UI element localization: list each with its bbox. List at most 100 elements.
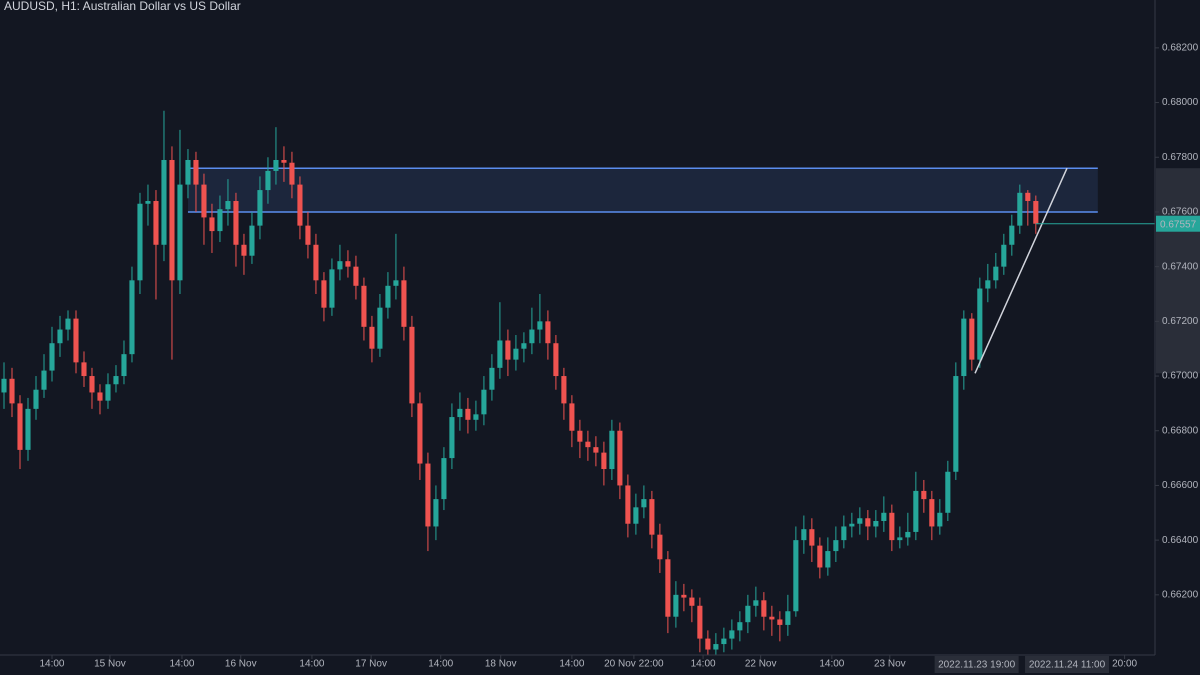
candle-body xyxy=(649,499,655,535)
x-tick-label: 14:00 xyxy=(299,659,324,670)
candle-body xyxy=(185,159,191,185)
candle-body xyxy=(209,217,215,232)
x-tick-label: 14:00 xyxy=(39,659,64,670)
candle-body xyxy=(353,266,359,286)
x-tick-label: 20 Nov 22:00 xyxy=(604,659,664,670)
candle-body xyxy=(337,261,343,270)
candle-body xyxy=(425,463,431,527)
candle-body xyxy=(937,512,943,527)
candle-body xyxy=(9,378,15,404)
candle-body xyxy=(921,490,927,500)
x-tick-label: 14:00 xyxy=(819,659,844,670)
candle-body xyxy=(577,430,583,442)
candle-body xyxy=(137,203,143,281)
candle-body xyxy=(713,644,719,650)
y-tick-label: 0.66400 xyxy=(1162,535,1199,546)
candle-body xyxy=(601,452,607,470)
candle-body xyxy=(329,269,335,308)
candle-body xyxy=(25,408,31,450)
candle-body xyxy=(241,244,247,256)
x-tick-label: 20:00 xyxy=(1112,659,1137,670)
candle-body xyxy=(745,605,751,623)
candle-body xyxy=(169,159,175,281)
candle-body xyxy=(689,597,695,606)
candle-body xyxy=(97,392,103,401)
candle-body xyxy=(49,343,55,371)
y-tick-label: 0.68000 xyxy=(1162,97,1199,108)
candle-body xyxy=(593,447,599,453)
candle-body xyxy=(193,159,199,185)
candle-body xyxy=(249,225,255,256)
candle-body xyxy=(153,201,159,245)
candle-body xyxy=(561,376,567,404)
candle-body xyxy=(1009,225,1015,245)
candle-body xyxy=(705,638,711,650)
candle-body xyxy=(1033,201,1039,224)
candle-body xyxy=(833,540,839,552)
candle-body xyxy=(985,280,991,289)
candle-body xyxy=(417,403,423,464)
x-tick-label: 23 Nov xyxy=(874,659,906,670)
candle-body xyxy=(537,321,543,330)
price-range-highlight xyxy=(1156,168,1200,374)
x-marker-box xyxy=(1025,656,1110,673)
last-price-box xyxy=(1156,215,1200,232)
candle-body xyxy=(385,285,391,308)
x-tick-label: 15 Nov xyxy=(94,659,126,670)
candle-body xyxy=(585,441,591,448)
y-tick-label: 0.67800 xyxy=(1162,152,1199,163)
candle-body xyxy=(513,348,519,360)
candle-body xyxy=(441,458,447,500)
chart-title: AUDUSD, H1: Australian Dollar vs US Doll… xyxy=(4,0,241,13)
candle-body xyxy=(841,526,847,541)
y-tick-label: 0.67400 xyxy=(1162,261,1199,272)
candle-body xyxy=(521,343,527,349)
x-marker-box xyxy=(934,656,1019,673)
candle-body xyxy=(65,318,71,330)
candle-body xyxy=(121,354,127,377)
candle-body xyxy=(233,201,239,245)
candle-body xyxy=(809,529,815,546)
candle-body xyxy=(409,326,415,404)
candle-body xyxy=(849,523,855,527)
candle-body xyxy=(913,490,919,532)
candle-body xyxy=(289,162,295,185)
candle-body xyxy=(897,537,903,541)
x-tick-label: 14:00 xyxy=(428,659,453,670)
y-tick-label: 0.66800 xyxy=(1162,425,1199,436)
candle-body xyxy=(961,318,967,377)
candle-body xyxy=(313,244,319,281)
last-price-label: 0.67557 xyxy=(1160,219,1197,230)
candle-body xyxy=(457,408,463,418)
candle-body xyxy=(529,329,535,344)
y-tick-label: 0.66200 xyxy=(1162,589,1199,600)
candle-body xyxy=(73,318,79,363)
x-tick-label: 16 Nov xyxy=(225,659,257,670)
candle-body xyxy=(225,201,231,210)
candle-body xyxy=(1001,244,1007,267)
candle-body xyxy=(777,619,783,625)
x-tick-label: 14:00 xyxy=(169,659,194,670)
candle-body xyxy=(1,378,7,393)
candle-body xyxy=(929,499,935,527)
candle-body xyxy=(609,430,615,470)
candle-body xyxy=(665,559,671,617)
candle-body xyxy=(721,638,727,645)
candle-body xyxy=(953,376,959,472)
x-tick-label: 14:00 xyxy=(559,659,584,670)
candle-body xyxy=(753,600,759,606)
candle-body xyxy=(489,367,495,390)
candle-body xyxy=(617,430,623,486)
candle-body xyxy=(361,285,367,327)
candle-body xyxy=(449,417,455,459)
candle-body xyxy=(473,414,479,420)
x-tick-label: 14:00 xyxy=(691,659,716,670)
y-tick-label: 0.67600 xyxy=(1162,207,1199,218)
x-tick-label: 22 Nov xyxy=(745,659,777,670)
candle-body xyxy=(369,326,375,349)
candle-body xyxy=(569,403,575,431)
y-tick-label: 0.68200 xyxy=(1162,43,1199,54)
candle-body xyxy=(697,605,703,639)
candle-body xyxy=(33,389,39,409)
